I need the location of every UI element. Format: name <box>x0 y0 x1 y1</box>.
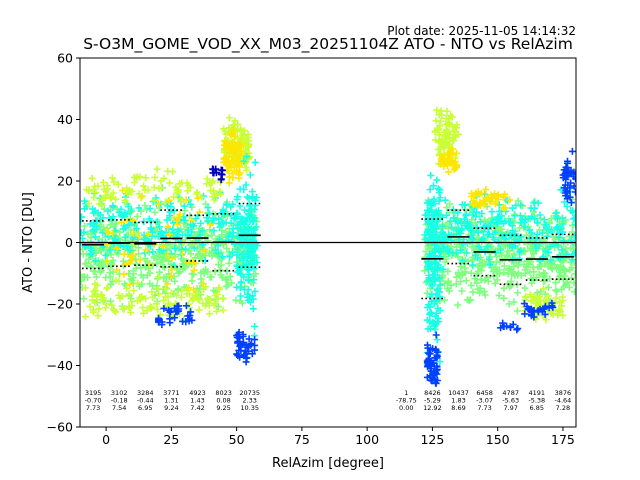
x-tick-label: 175 <box>551 432 575 447</box>
y-axis-ticks: −60 −40 −20 0 20 40 60 <box>47 51 80 435</box>
bin-stat-mean: 0.08 <box>216 397 230 405</box>
bin-stat-count: 3771 <box>163 389 180 397</box>
bin-stat-mean: -0.44 <box>137 397 154 405</box>
bin-stat-std: 9.24 <box>164 404 178 412</box>
bin-stat-std: 0.00 <box>399 404 413 412</box>
x-tick-label: 25 <box>163 432 179 447</box>
x-tick-label: 125 <box>420 432 444 447</box>
y-tick-label: −40 <box>47 358 73 373</box>
bin-stat-mean: 1.31 <box>164 397 178 405</box>
y-tick-label: 0 <box>65 235 73 250</box>
plot-date: Plot date: 2025-11-05 14:14:32 <box>387 24 576 38</box>
bin-stat-mean: -5.38 <box>528 397 545 405</box>
bin-stat-std: 6.95 <box>138 404 152 412</box>
bin-statistics: 3195-0.707.733102-0.187.543284-0.446.953… <box>85 389 572 412</box>
bin-stat-std: 12.92 <box>423 404 442 412</box>
x-tick-label: 100 <box>355 432 379 447</box>
x-tick-label: 75 <box>294 432 310 447</box>
x-tick-label: 0 <box>102 432 110 447</box>
scatter-marker-group <box>233 328 259 366</box>
bin-stat-count: 8426 <box>424 389 441 397</box>
bin-stat-std: 7.97 <box>503 404 517 412</box>
bin-stat-mean: 1.83 <box>451 397 465 405</box>
scatter-marker-group <box>155 302 196 329</box>
chart-title: S-O3M_GOME_VOD_XX_M03_20251104Z ATO - NT… <box>83 35 573 54</box>
bin-stat-std: 9.25 <box>216 404 230 412</box>
statistic-lines <box>80 202 576 300</box>
y-axis-label: ATO - NTO [DU] <box>21 192 36 293</box>
scatter-marker-group <box>220 126 245 187</box>
y-tick-label: 20 <box>57 174 73 189</box>
scatter-marker-group <box>437 145 461 176</box>
bin-stat-count: 3284 <box>137 389 154 397</box>
bin-stat-count: 4191 <box>529 389 546 397</box>
x-tick-label: 150 <box>486 432 510 447</box>
y-tick-label: −20 <box>47 297 73 312</box>
bin-stat-mean: -0.70 <box>85 397 102 405</box>
x-axis-label: RelAzim [degree] <box>272 456 384 471</box>
scatter-marker-group <box>431 106 462 169</box>
scatter-marker-group <box>423 331 441 387</box>
bin-stat-count: 20735 <box>239 389 260 397</box>
bin-stat-count: 3195 <box>85 389 102 397</box>
scatter-marker-group <box>209 165 226 184</box>
bin-stat-count: 6458 <box>476 389 493 397</box>
bin-stat-std: 7.28 <box>556 404 570 412</box>
bin-stat-count: 4787 <box>502 389 519 397</box>
bin-stat-count: 8023 <box>215 389 232 397</box>
bin-stat-count: 3876 <box>555 389 572 397</box>
y-tick-label: 40 <box>57 112 73 127</box>
bin-stat-mean: -5.29 <box>424 397 441 405</box>
bin-stat-std: 7.73 <box>477 404 491 412</box>
bin-stat-std: 10.35 <box>240 404 259 412</box>
bin-stat-mean: -3.07 <box>476 397 493 405</box>
bin-stat-count: 4923 <box>189 389 206 397</box>
bin-stat-mean: 2.33 <box>242 397 256 405</box>
x-axis-ticks: 0 25 50 75 100 125 150 175 <box>102 427 575 447</box>
bin-stat-std: 7.42 <box>190 404 204 412</box>
bin-stat-std: 7.54 <box>112 404 126 412</box>
y-tick-label: −60 <box>47 420 73 435</box>
scatter-marker-group <box>497 319 522 334</box>
bin-stat-mean: -78.75 <box>396 397 417 405</box>
scatter-marker-group <box>83 165 225 209</box>
bin-stat-mean: -0.18 <box>111 397 128 405</box>
bin-stat-std: 6.85 <box>530 404 544 412</box>
scatter-marker-group <box>82 273 227 324</box>
bin-stat-mean: 1.43 <box>190 397 204 405</box>
scatter-marker-group <box>520 299 557 321</box>
bin-stat-count: 3102 <box>111 389 128 397</box>
bin-stat-count: 10437 <box>448 389 469 397</box>
bin-stat-mean: -4.64 <box>554 397 571 405</box>
scatter-marker-group <box>468 186 514 212</box>
x-tick-label: 50 <box>229 432 245 447</box>
bin-stat-std: 7.73 <box>86 404 100 412</box>
bin-stat-mean: -5.63 <box>502 397 519 405</box>
scatter-marker-group <box>233 152 261 340</box>
y-tick-label: 60 <box>57 51 73 66</box>
bin-stat-count: 1 <box>404 389 408 397</box>
bin-stat-std: 8.69 <box>451 404 465 412</box>
